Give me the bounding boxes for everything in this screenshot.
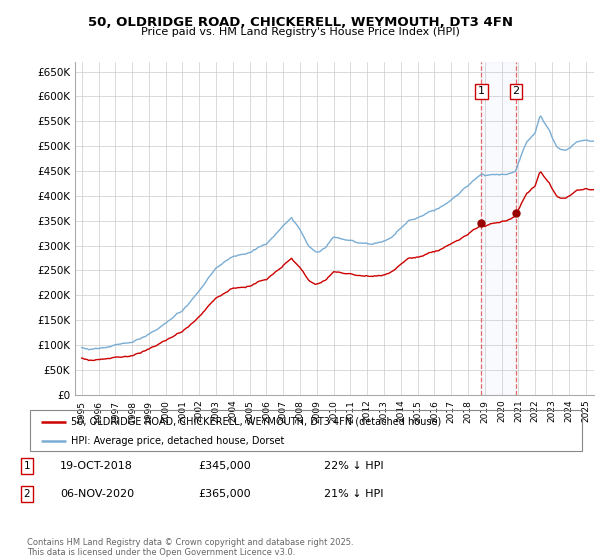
Text: Price paid vs. HM Land Registry's House Price Index (HPI): Price paid vs. HM Land Registry's House … — [140, 27, 460, 37]
Text: 50, OLDRIDGE ROAD, CHICKERELL, WEYMOUTH, DT3 4FN (detached house): 50, OLDRIDGE ROAD, CHICKERELL, WEYMOUTH,… — [71, 417, 442, 427]
Text: Contains HM Land Registry data © Crown copyright and database right 2025.
This d: Contains HM Land Registry data © Crown c… — [27, 538, 353, 557]
Text: £365,000: £365,000 — [198, 489, 251, 499]
Text: 50, OLDRIDGE ROAD, CHICKERELL, WEYMOUTH, DT3 4FN: 50, OLDRIDGE ROAD, CHICKERELL, WEYMOUTH,… — [88, 16, 512, 29]
Text: 19-OCT-2018: 19-OCT-2018 — [60, 461, 133, 471]
Bar — [481, 62, 516, 395]
Text: 2: 2 — [512, 86, 520, 96]
Text: HPI: Average price, detached house, Dorset: HPI: Average price, detached house, Dors… — [71, 436, 285, 446]
Text: 06-NOV-2020: 06-NOV-2020 — [60, 489, 134, 499]
Text: 1: 1 — [23, 461, 31, 471]
Text: 22% ↓ HPI: 22% ↓ HPI — [324, 461, 383, 471]
Text: 2: 2 — [23, 489, 31, 499]
Text: £345,000: £345,000 — [198, 461, 251, 471]
Text: 1: 1 — [478, 86, 485, 96]
Text: 21% ↓ HPI: 21% ↓ HPI — [324, 489, 383, 499]
